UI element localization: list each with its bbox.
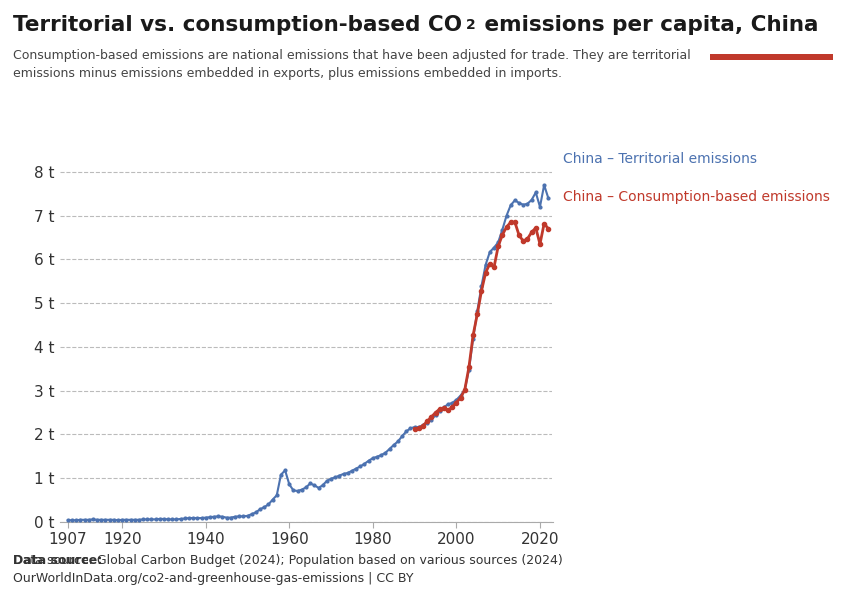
Text: Our World: Our World [738,18,805,31]
Text: Consumption-based emissions are national emissions that have been adjusted for t: Consumption-based emissions are national… [13,49,690,80]
Bar [710,54,833,60]
Text: Territorial vs. consumption-based CO: Territorial vs. consumption-based CO [13,15,462,35]
Text: in Data: in Data [747,34,796,47]
Text: 2: 2 [466,17,476,32]
Text: Data source:: Data source: [13,554,102,567]
Text: emissions per capita, China: emissions per capita, China [477,15,819,35]
Text: China – Territorial emissions: China – Territorial emissions [563,152,756,166]
Text: OurWorldInData.org/co2-and-greenhouse-gas-emissions | CC BY: OurWorldInData.org/co2-and-greenhouse-ga… [13,572,413,585]
Text: Data source: Global Carbon Budget (2024); Population based on various sources (2: Data source: Global Carbon Budget (2024)… [13,554,563,567]
Text: China – Consumption-based emissions: China – Consumption-based emissions [563,190,830,204]
